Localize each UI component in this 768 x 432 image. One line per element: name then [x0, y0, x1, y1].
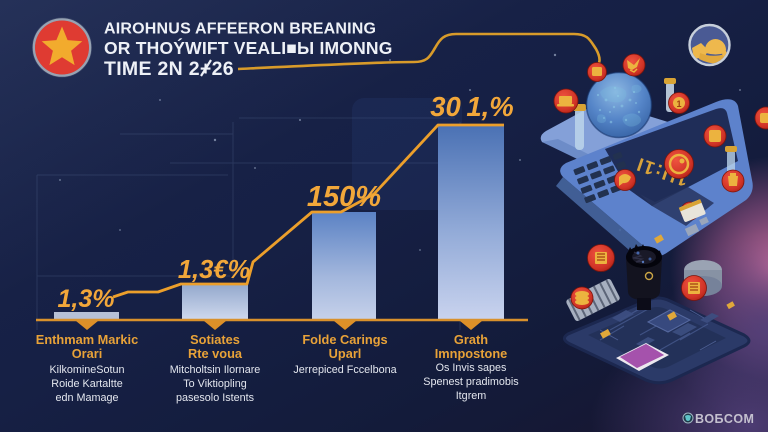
svg-text:Spenest pradimobis: Spenest pradimobis: [423, 376, 519, 388]
svg-text:Orari: Orari: [72, 346, 103, 361]
svg-text:1,3%: 1,3%: [58, 285, 115, 313]
svg-text:Enthmam Markic: Enthmam Markic: [36, 332, 138, 347]
svg-text:Itgrem: Itgrem: [456, 390, 487, 402]
svg-text:pasesolo Istents: pasesolo Istents: [176, 392, 255, 404]
svg-text:Sotiates: Sotiates: [190, 332, 240, 347]
svg-text:150%: 150%: [307, 181, 381, 213]
svg-text:Uparl: Uparl: [329, 346, 362, 361]
svg-text:Jerrepiced Fccelbona: Jerrepiced Fccelbona: [293, 364, 396, 376]
svg-text:Roide Kartaltte: Roide Kartaltte: [51, 378, 122, 390]
svg-text:OR THOÝWIFT VEALІ■Ы IMONNG: OR THOÝWIFT VEALІ■Ы IMONNG: [104, 37, 393, 58]
svg-text:To Viktiopling: To Viktiopling: [183, 378, 246, 390]
svg-text:Folde Carings: Folde Carings: [302, 332, 387, 347]
svg-text:Os Invis sapes: Os Invis sapes: [436, 362, 507, 374]
svg-text:BOБCOM: BOБCOM: [695, 412, 754, 426]
svg-text:1,3€%: 1,3€%: [178, 256, 250, 284]
svg-text:edn Mamage: edn Mamage: [55, 392, 118, 404]
svg-text:TIME 2N 2+26: TIME 2N 2+26: [104, 58, 234, 80]
svg-text:Mitcholtsin Ilornare: Mitcholtsin Ilornare: [170, 364, 261, 376]
svg-text:30 1,%: 30 1,%: [430, 91, 513, 122]
svg-text:Rte voua: Rte voua: [188, 346, 243, 361]
svg-text:AIROHNUS AFFEERON BREANING: AIROHNUS AFFEERON BREANING: [104, 21, 376, 38]
svg-text:Grath: Grath: [454, 332, 488, 347]
svg-text:1: 1: [676, 99, 681, 109]
svg-text:KilkomineSotun: KilkomineSotun: [49, 364, 124, 376]
svg-text:Imnpostone: Imnpostone: [435, 346, 508, 361]
